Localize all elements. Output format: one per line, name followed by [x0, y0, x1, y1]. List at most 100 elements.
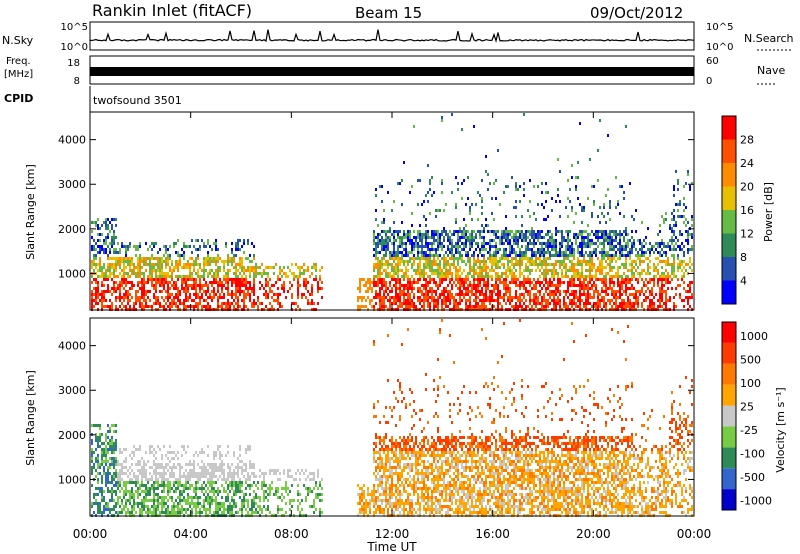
- range-time-cell: [537, 299, 539, 302]
- range-time-cell: [581, 275, 583, 278]
- range-time-cell: [375, 245, 377, 248]
- range-time-cell: [563, 239, 565, 242]
- range-time-cell: [163, 272, 165, 275]
- range-time-cell: [429, 212, 431, 215]
- range-time-cell: [673, 209, 675, 212]
- range-time-cell: [169, 484, 171, 487]
- range-time-cell: [429, 266, 431, 269]
- range-time-cell: [243, 305, 245, 308]
- range-time-cell: [137, 460, 139, 463]
- range-time-cell: [391, 275, 393, 278]
- y-tick-label: 1000: [58, 267, 86, 280]
- range-time-cell: [593, 233, 595, 236]
- range-time-cell: [459, 236, 461, 239]
- range-time-cell: [149, 472, 151, 475]
- range-time-cell: [101, 281, 103, 284]
- range-time-cell: [465, 275, 467, 278]
- range-time-cell: [163, 487, 165, 490]
- range-time-cell: [669, 248, 671, 251]
- range-time-cell: [179, 293, 181, 296]
- range-time-cell: [533, 185, 535, 188]
- range-time-cell: [641, 269, 643, 272]
- range-time-cell: [187, 287, 189, 290]
- range-time-cell: [151, 478, 153, 481]
- range-time-cell: [505, 254, 507, 257]
- range-time-cell: [461, 197, 463, 200]
- range-time-cell: [121, 281, 123, 284]
- range-time-cell: [471, 287, 473, 290]
- range-time-cell: [515, 260, 517, 263]
- range-time-cell: [567, 245, 569, 248]
- range-time-cell: [441, 191, 443, 194]
- range-time-cell: [545, 302, 547, 305]
- range-time-cell: [409, 239, 411, 242]
- range-time-cell: [381, 221, 383, 224]
- range-time-cell: [499, 302, 501, 305]
- range-time-cell: [553, 269, 555, 272]
- range-time-cell: [93, 239, 95, 242]
- range-time-cell: [561, 254, 563, 257]
- range-time-cell: [497, 236, 499, 239]
- range-time-cell: [407, 251, 409, 254]
- range-time-cell: [113, 463, 115, 466]
- range-time-cell: [185, 275, 187, 278]
- range-time-cell: [591, 185, 593, 188]
- range-time-cell: [419, 224, 421, 227]
- range-time-cell: [291, 296, 293, 299]
- range-time-cell: [579, 284, 581, 287]
- range-time-cell: [233, 272, 235, 275]
- range-time-cell: [161, 275, 163, 278]
- range-time-cell: [399, 296, 401, 299]
- range-time-cell: [679, 230, 681, 233]
- range-time-cell: [243, 251, 245, 254]
- range-time-cell: [629, 251, 631, 254]
- range-time-cell: [445, 290, 447, 293]
- range-time-cell: [649, 281, 651, 284]
- range-time-cell: [557, 188, 559, 191]
- range-time-cell: [671, 218, 673, 221]
- range-time-cell: [201, 284, 203, 287]
- range-time-cell: [583, 230, 585, 233]
- range-time-cell: [463, 293, 465, 296]
- range-time-cell: [297, 284, 299, 287]
- range-time-cell: [97, 457, 99, 460]
- range-time-cell: [113, 442, 115, 445]
- range-time-cell: [429, 287, 431, 290]
- range-time-cell: [519, 251, 521, 254]
- range-time-cell: [161, 508, 163, 511]
- range-time-cell: [657, 269, 659, 272]
- range-time-cell: [167, 511, 169, 514]
- range-time-cell: [565, 239, 567, 242]
- range-time-cell: [585, 275, 587, 278]
- range-time-cell: [253, 299, 255, 302]
- range-time-cell: [135, 502, 137, 505]
- range-time-cell: [287, 266, 289, 269]
- range-time-cell: [235, 269, 237, 272]
- range-time-cell: [675, 287, 677, 290]
- range-time-cell: [157, 508, 159, 511]
- range-time-cell: [623, 248, 625, 251]
- range-time-cell: [133, 245, 135, 248]
- range-time-cell: [469, 248, 471, 251]
- range-time-cell: [463, 296, 465, 299]
- range-time-cell: [107, 218, 109, 221]
- range-time-cell: [579, 305, 581, 308]
- range-time-cell: [187, 266, 189, 269]
- range-time-cell: [527, 248, 529, 251]
- range-time-cell: [297, 275, 299, 278]
- range-time-cell: [161, 505, 163, 508]
- range-time-cell: [461, 299, 463, 302]
- range-time-cell: [483, 248, 485, 251]
- range-time-cell: [117, 496, 119, 499]
- range-time-cell: [579, 233, 581, 236]
- range-time-cell: [153, 469, 155, 472]
- range-time-cell: [281, 269, 283, 272]
- range-time-cell: [155, 263, 157, 266]
- range-time-cell: [387, 260, 389, 263]
- range-time-cell: [655, 257, 657, 260]
- range-time-cell: [137, 245, 139, 248]
- range-time-cell: [665, 278, 667, 281]
- range-time-cell: [265, 290, 267, 293]
- range-time-cell: [479, 278, 481, 281]
- range-time-cell: [419, 239, 421, 242]
